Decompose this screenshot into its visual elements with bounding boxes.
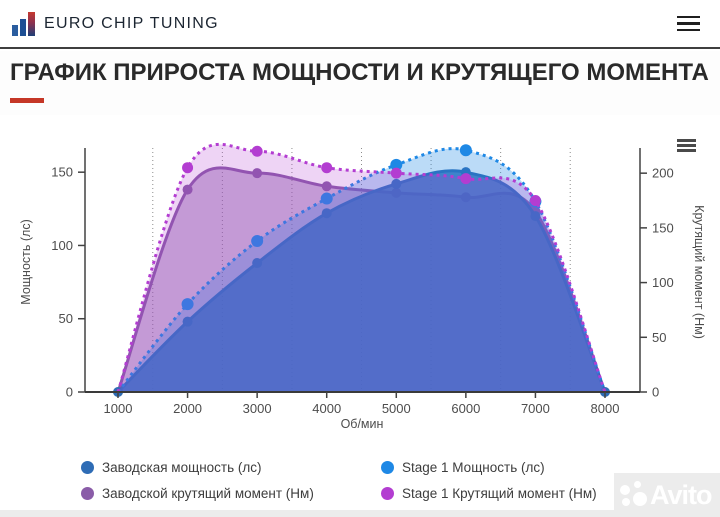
legend-marker-factory-power [81,460,94,474]
legend-item-stage1-power[interactable]: Stage 1 Мощность (лс) [381,457,681,477]
data-point[interactable] [390,158,403,171]
tick-label: 50 [59,311,73,326]
tick-label: 3000 [243,401,272,416]
title-accent-bar [10,98,44,103]
tick-label: 100 [51,238,73,253]
y-axis-right-title: Крутящий момент (Нм) [692,205,706,339]
data-point[interactable] [182,316,193,327]
data-point[interactable] [320,192,333,205]
series-4 [116,142,607,393]
data-point[interactable] [529,195,541,207]
legend-marker-factory-torque [81,486,94,500]
header: EURO CHIP TUNING [0,0,720,49]
brand-logo: EURO CHIP TUNING [12,11,219,36]
data-point[interactable] [459,144,472,157]
data-point[interactable] [182,184,193,195]
data-point[interactable] [321,181,332,192]
x-axis-title: Об/мин [341,417,384,431]
data-point[interactable] [530,211,541,222]
chart-area: 0 50 100 150 0 50 100 150 200 1000 2000 3000 4000 500… [0,115,720,445]
tick-label: 7000 [521,401,550,416]
series-line [116,169,607,394]
avito-logo-icon [619,480,650,511]
legend-label: Stage 1 Крутящий момент (Нм) [402,485,597,501]
chart-legend: Заводская мощность (лс) Заводской крутящ… [81,457,681,503]
data-point[interactable] [252,258,263,269]
legend-label: Заводская мощность (лс) [102,459,262,475]
data-point[interactable] [251,145,263,157]
legend-item-factory-torque[interactable]: Заводской крутящий момент (Нм) [81,483,381,503]
tick-label: 100 [652,275,674,290]
series-line [116,147,607,393]
axes: 0 50 100 150 0 50 100 150 200 1000 2000 3000 4000 500… [51,148,674,416]
tick-label: 0 [66,385,73,400]
brand-name: EURO CHIP TUNING [44,14,219,32]
page-title: ГРАФИК ПРИРОСТА МОЩНОСТИ И КРУТЯЩЕГО МОМ… [10,59,709,86]
y-axis-left-title: Мощность (лс) [19,219,33,304]
legend-marker-stage1-torque [381,486,394,500]
legend-marker-stage1-power [381,460,394,474]
tick-label: 200 [652,166,674,181]
bar-chart-logo-icon [12,11,35,36]
data-point[interactable] [391,178,402,189]
tick-label: 1000 [104,401,133,416]
series-fill [118,170,605,392]
tick-label: 5000 [382,401,411,416]
tick-label: 6000 [451,401,480,416]
tick-label: 150 [51,165,73,180]
legend-column-stage1: Stage 1 Мощность (лс) Stage 1 Крутящий м… [381,457,681,503]
title-band: ГРАФИК ПРИРОСТА МОЩНОСТИ И КРУТЯЩЕГО МОМ… [0,51,720,115]
chart-context-menu-icon[interactable] [677,139,696,152]
data-point[interactable] [252,168,263,179]
legend-column-factory: Заводская мощность (лс) Заводской крутящ… [81,457,381,503]
hamburger-menu-icon[interactable] [677,15,700,32]
tick-label: 4000 [312,401,341,416]
power-torque-chart: 0 50 100 150 0 50 100 150 200 1000 2000 3000 4000 500… [19,142,706,431]
series-fill [118,148,605,392]
data-point[interactable] [390,167,402,179]
tick-label: 8000 [591,401,620,416]
data-point[interactable] [251,235,264,248]
data-point[interactable] [321,162,333,174]
legend-label: Stage 1 Мощность (лс) [402,459,545,475]
data-point[interactable] [182,162,194,174]
avito-watermark-text: Avito [650,479,712,510]
legend-item-stage1-torque[interactable]: Stage 1 Крутящий момент (Нм) [381,483,681,503]
legend-item-factory-power[interactable]: Заводская мощность (лс) [81,457,381,477]
data-point[interactable] [181,298,194,311]
tick-label: 2000 [173,401,202,416]
tick-label: 0 [652,385,659,400]
footer-strip [0,510,720,517]
tick-label: 50 [652,330,666,345]
series-fill [118,144,605,392]
tick-label: 150 [652,220,674,235]
avito-watermark: Avito [614,473,720,517]
legend-label: Заводской крутящий момент (Нм) [102,485,314,501]
data-point[interactable] [321,208,332,219]
data-point[interactable] [460,173,472,185]
